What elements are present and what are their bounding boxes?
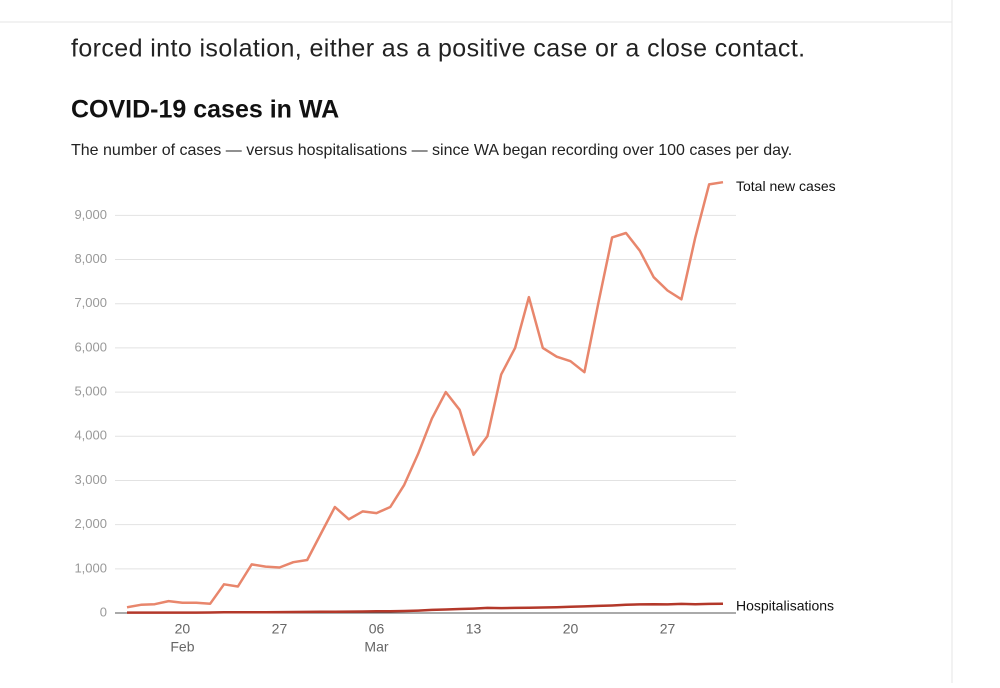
x-tick-label: 06 — [369, 621, 385, 637]
y-tick-label: 0 — [100, 604, 107, 619]
article-text: forced into isolation, either as a posit… — [71, 35, 806, 63]
y-tick-label: 7,000 — [74, 295, 107, 310]
series-line — [127, 602, 724, 614]
x-tick-label: 27 — [272, 621, 288, 637]
x-tick-label: 20 — [175, 621, 191, 637]
chart-title: COVID-19 cases in WA — [71, 96, 339, 124]
chart-subtitle: The number of cases — versus hospitalisa… — [71, 142, 792, 159]
x-tick-label: 13 — [466, 621, 482, 637]
series-label: Total new cases — [736, 178, 836, 194]
x-tick-label: 20 — [563, 621, 579, 637]
y-tick-label: 5,000 — [74, 384, 107, 399]
y-tick-label: 1,000 — [74, 560, 107, 575]
x-month-label: Mar — [364, 639, 388, 655]
series-label: Hospitalisations — [736, 598, 834, 614]
y-tick-label: 3,000 — [74, 472, 107, 487]
x-tick-label: 27 — [660, 621, 676, 637]
series-line — [126, 180, 724, 609]
y-tick-label: 4,000 — [74, 428, 107, 443]
y-tick-label: 8,000 — [74, 251, 107, 266]
y-tick-label: 2,000 — [74, 516, 107, 531]
y-tick-label: 6,000 — [74, 339, 107, 354]
x-month-label: Feb — [170, 639, 194, 655]
y-tick-label: 9,000 — [74, 207, 107, 222]
